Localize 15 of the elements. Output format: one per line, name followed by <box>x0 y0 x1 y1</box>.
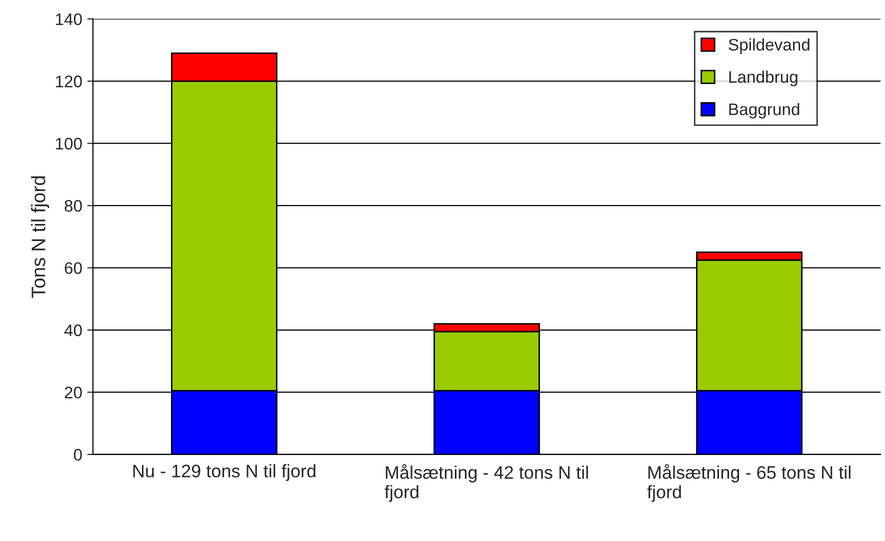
y-tick-label: 100 <box>56 138 82 150</box>
x-tick-label: Målsætning - 65 tons N til fjord <box>647 464 850 502</box>
y-tick-label: 80 <box>64 200 82 212</box>
y-tick-label: 60 <box>64 262 82 274</box>
y-tick-label: 20 <box>64 386 82 398</box>
legend-label: Spildevand <box>728 38 810 54</box>
x-tick-label: Målsætning - 42 tons N til fjord <box>384 464 588 502</box>
y-tick-label: 0 <box>74 448 82 461</box>
legend-label: Baggrund <box>729 102 800 118</box>
y-tick-label: 40 <box>64 324 82 336</box>
y-axis-title: Tons N til fjord <box>31 176 50 298</box>
legend-label: Landbrug <box>729 70 798 86</box>
y-tick-label: 120 <box>56 76 82 88</box>
y-tick-label: 140 <box>56 13 82 26</box>
x-tick-label: Nu - 129 tons N til fjord <box>133 464 316 481</box>
